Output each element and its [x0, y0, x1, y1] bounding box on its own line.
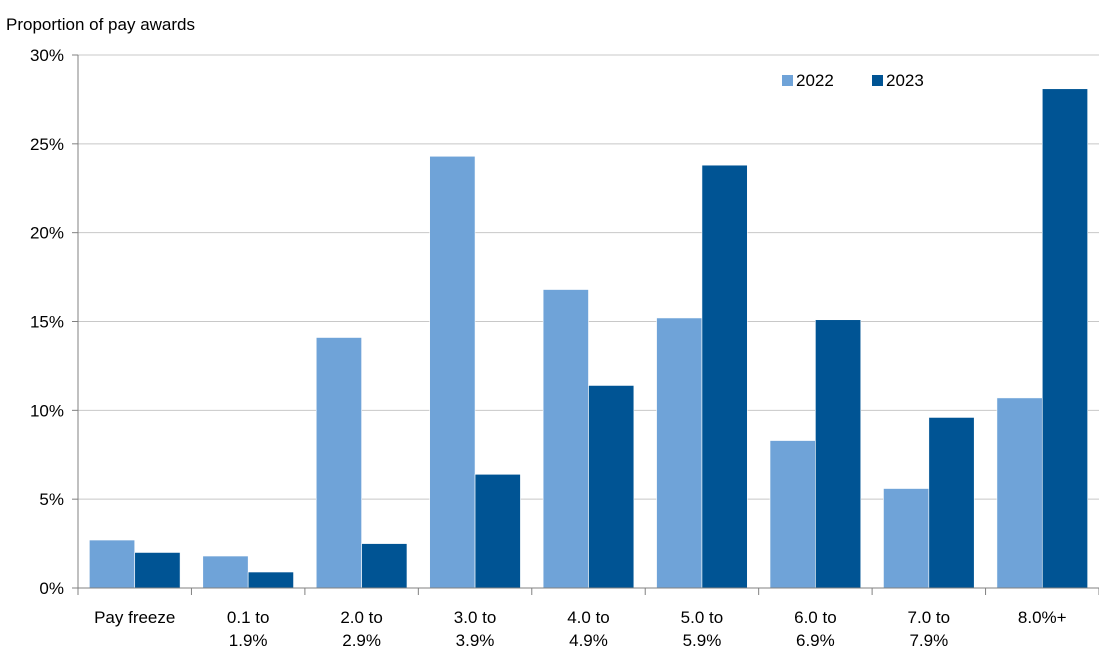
x-tick-label: 8.0%+ [1018, 608, 1067, 627]
y-axis-title: Proportion of pay awards [6, 15, 195, 34]
bar-2022-2 [315, 337, 362, 589]
bar-2022-3 [429, 155, 476, 589]
legend-swatch-2022 [782, 75, 793, 86]
bars [89, 88, 1088, 589]
bar-2022-5 [656, 317, 703, 589]
y-tick-label: 15% [30, 313, 64, 332]
x-tick-label: 3.0 to 3.9% [454, 608, 497, 650]
x-tick-label: 4.0 to 4.9% [567, 608, 610, 650]
legend-swatch-2023 [872, 75, 883, 86]
x-tick-label: Pay freeze [94, 608, 175, 627]
x-axis: Pay freeze 0.1 to 1.9% 2.0 to 2.9% 3.0 to 3.9%… [77, 587, 1099, 650]
y-tick-label: 30% [30, 46, 64, 65]
x-tick-label: 2.0 to 2.9% [340, 608, 383, 650]
bar-2023-0 [134, 552, 181, 589]
y-axis: 0% 5% 10% 15% 20% 25% 30% [30, 46, 79, 598]
y-tick-label: 5% [39, 490, 64, 509]
x-tick-label: 5.0 to 5.9% [681, 608, 724, 650]
x-tick-label: 0.1 to 1.9% [227, 608, 270, 650]
bar-2023-4 [588, 385, 635, 589]
x-tick-label: 6.0 to 6.9% [794, 608, 837, 650]
bar-2023-2 [361, 543, 408, 589]
x-tick-label: 7.0 to 7.9% [908, 608, 951, 650]
bar-2023-7 [928, 417, 975, 589]
bar-2023-6 [815, 319, 862, 589]
bar-2023-3 [474, 473, 521, 589]
bar-2023-5 [701, 164, 748, 589]
y-tick-label: 20% [30, 224, 64, 243]
bar-2022-0 [89, 539, 136, 589]
y-tick-label: 10% [30, 401, 64, 420]
bar-2022-8 [996, 397, 1043, 589]
legend: 2022 2023 [782, 71, 924, 90]
bar-2022-1 [202, 555, 249, 589]
bar-2022-4 [542, 289, 589, 589]
y-tick-label: 25% [30, 135, 64, 154]
y-tick-label: 0% [39, 579, 64, 598]
bar-2023-8 [1041, 88, 1088, 589]
bar-2022-7 [883, 488, 930, 589]
legend-label-2022: 2022 [796, 71, 834, 90]
legend-label-2023: 2023 [886, 71, 924, 90]
bar-2023-1 [247, 571, 294, 589]
bar-2022-6 [769, 440, 816, 589]
